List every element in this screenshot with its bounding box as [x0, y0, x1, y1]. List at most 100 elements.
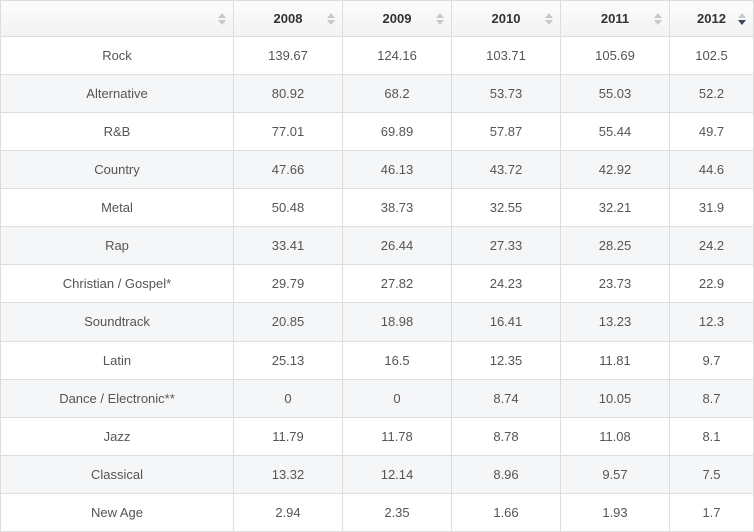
- sort-desc-arrow: [435, 19, 444, 25]
- table-row: Alternative 80.92 68.2 53.73 55.03 52.2: [0, 74, 754, 114]
- genre-cell: Rap: [0, 226, 234, 266]
- sort-desc-arrow: [544, 19, 553, 25]
- genre-cell: New Age: [0, 492, 234, 532]
- column-header-2012[interactable]: 2012: [669, 0, 754, 37]
- table-row: Christian / Gospel* 29.79 27.82 24.23 23.73 2…: [0, 264, 754, 304]
- value-cell: 57.87: [451, 112, 561, 152]
- value-cell: 24.23: [451, 264, 561, 304]
- value-cell: 11.81: [560, 340, 670, 380]
- value-cell: 105.69: [560, 35, 670, 76]
- table-header: 2008 2009 2010 2011 2012: [0, 0, 754, 37]
- genre-cell: Country: [0, 150, 234, 190]
- value-cell: 52.2: [669, 74, 754, 114]
- genre-cell: R&B: [0, 112, 234, 152]
- column-header-2011[interactable]: 2011: [560, 0, 670, 37]
- value-cell: 13.23: [560, 302, 670, 342]
- sort-arrows-icon: [737, 12, 746, 25]
- value-cell: 16.5: [342, 340, 452, 380]
- sort-desc-arrow: [653, 19, 662, 25]
- value-cell: 53.73: [451, 74, 561, 114]
- table-row: Soundtrack 20.85 18.98 16.41 13.23 12.3: [0, 302, 754, 342]
- value-cell: 27.33: [451, 226, 561, 266]
- genre-cell: Dance / Electronic**: [0, 378, 234, 418]
- value-cell: 13.32: [233, 454, 343, 494]
- sort-desc-arrow: [737, 19, 746, 25]
- value-cell: 23.73: [560, 264, 670, 304]
- column-header-genre[interactable]: [0, 0, 234, 37]
- genre-cell: Metal: [0, 188, 234, 228]
- table-row: Country 47.66 46.13 43.72 42.92 44.6: [0, 150, 754, 190]
- column-header-label: 2010: [491, 11, 521, 26]
- column-header-label: 2009: [382, 11, 412, 26]
- sort-asc-arrow: [217, 12, 226, 18]
- value-cell: 11.08: [560, 416, 670, 456]
- column-header-2008[interactable]: 2008: [233, 0, 343, 37]
- genre-cell: Latin: [0, 340, 234, 380]
- value-cell: 11.79: [233, 416, 343, 456]
- value-cell: 43.72: [451, 150, 561, 190]
- value-cell: 10.05: [560, 378, 670, 418]
- value-cell: 55.44: [560, 112, 670, 152]
- value-cell: 18.98: [342, 302, 452, 342]
- genre-cell: Classical: [0, 454, 234, 494]
- value-cell: 12.14: [342, 454, 452, 494]
- value-cell: 0: [342, 378, 452, 418]
- header-row: 2008 2009 2010 2011 2012: [0, 0, 754, 37]
- sort-asc-arrow: [435, 12, 444, 18]
- value-cell: 69.89: [342, 112, 452, 152]
- sort-arrows-icon: [326, 12, 335, 25]
- table-row: Dance / Electronic** 0 0 8.74 10.05 8.7: [0, 378, 754, 418]
- value-cell: 16.41: [451, 302, 561, 342]
- value-cell: 33.41: [233, 226, 343, 266]
- value-cell: 44.6: [669, 150, 754, 190]
- sort-arrows-icon: [217, 12, 226, 25]
- value-cell: 9.57: [560, 454, 670, 494]
- table-row: Metal 50.48 38.73 32.55 32.21 31.9: [0, 188, 754, 228]
- value-cell: 2.35: [342, 492, 452, 532]
- value-cell: 29.79: [233, 264, 343, 304]
- value-cell: 31.9: [669, 188, 754, 228]
- sort-desc-arrow: [326, 19, 335, 25]
- value-cell: 2.94: [233, 492, 343, 532]
- sort-arrows-icon: [435, 12, 444, 25]
- column-header-2010[interactable]: 2010: [451, 0, 561, 37]
- value-cell: 7.5: [669, 454, 754, 494]
- column-header-label: 2008: [273, 11, 303, 26]
- value-cell: 68.2: [342, 74, 452, 114]
- value-cell: 11.78: [342, 416, 452, 456]
- value-cell: 55.03: [560, 74, 670, 114]
- value-cell: 80.92: [233, 74, 343, 114]
- genre-cell: Soundtrack: [0, 302, 234, 342]
- value-cell: 102.5: [669, 35, 754, 76]
- value-cell: 26.44: [342, 226, 452, 266]
- value-cell: 25.13: [233, 340, 343, 380]
- value-cell: 50.48: [233, 188, 343, 228]
- genre-cell: Jazz: [0, 416, 234, 456]
- value-cell: 139.67: [233, 35, 343, 76]
- genre-cell: Alternative: [0, 74, 234, 114]
- value-cell: 8.78: [451, 416, 561, 456]
- genre-cell: Christian / Gospel*: [0, 264, 234, 304]
- table-row: Rock 139.67 124.16 103.71 105.69 102.5: [0, 35, 754, 76]
- sort-asc-arrow: [737, 12, 746, 18]
- sort-asc-arrow: [326, 12, 335, 18]
- value-cell: 1.93: [560, 492, 670, 532]
- value-cell: 8.74: [451, 378, 561, 418]
- table-row: Jazz 11.79 11.78 8.78 11.08 8.1: [0, 416, 754, 456]
- value-cell: 32.55: [451, 188, 561, 228]
- sort-arrows-icon: [544, 12, 553, 25]
- value-cell: 38.73: [342, 188, 452, 228]
- value-cell: 47.66: [233, 150, 343, 190]
- value-cell: 46.13: [342, 150, 452, 190]
- value-cell: 8.1: [669, 416, 754, 456]
- value-cell: 8.96: [451, 454, 561, 494]
- value-cell: 8.7: [669, 378, 754, 418]
- table-row: Latin 25.13 16.5 12.35 11.81 9.7: [0, 340, 754, 380]
- sort-desc-arrow: [217, 19, 226, 25]
- table-row: Classical 13.32 12.14 8.96 9.57 7.5: [0, 454, 754, 494]
- column-header-2009[interactable]: 2009: [342, 0, 452, 37]
- genre-cell: Rock: [0, 35, 234, 76]
- value-cell: 27.82: [342, 264, 452, 304]
- table-row: Rap 33.41 26.44 27.33 28.25 24.2: [0, 226, 754, 266]
